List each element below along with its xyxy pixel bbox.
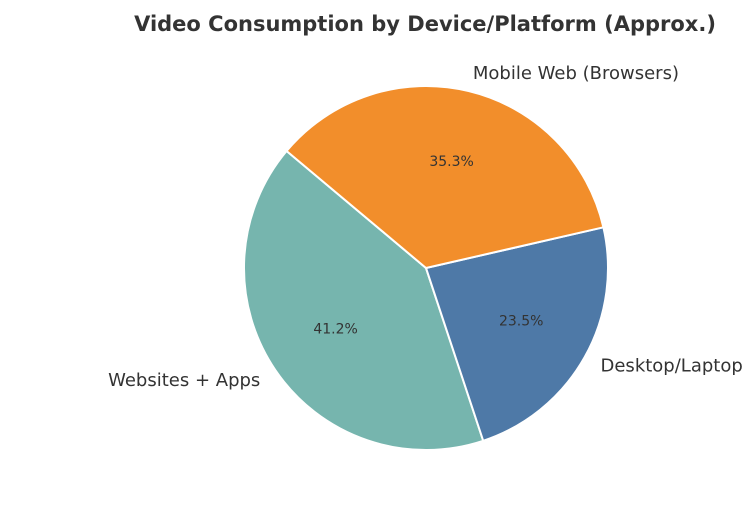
pct-label-desktop-laptop: 23.5% [499, 314, 543, 330]
pie-slice-mobile-web [285, 85, 605, 270]
pct-label-websites-apps: 41.2% [313, 321, 357, 337]
chart-title: Video Consumption by Device/Platform (Ap… [134, 12, 716, 36]
slice-label-websites-apps: Websites + Apps [108, 370, 260, 391]
pct-label-mobile-web: 35.3% [429, 154, 473, 170]
slice-labels: Websites + Apps Desktop/Laptop (Web) Mob… [108, 63, 750, 391]
slice-label-mobile-web: Mobile Web (Browsers) [473, 63, 679, 84]
pie-slice-desktop-laptop [424, 226, 609, 443]
pie-slice-websites-apps [243, 149, 485, 451]
slice-label-desktop-laptop: Desktop/Laptop (Web) [601, 356, 750, 377]
percent-labels: 41.2% 23.5% 35.3% [313, 154, 543, 337]
pie-slices [243, 85, 609, 451]
